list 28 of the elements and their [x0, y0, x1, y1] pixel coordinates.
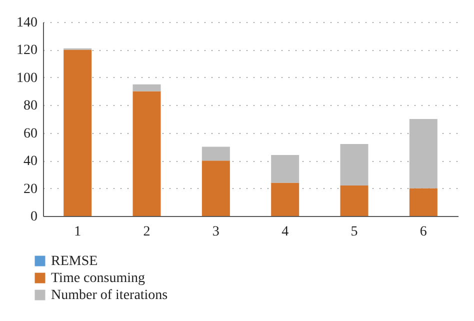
y-tick-label: 60: [24, 126, 38, 142]
bar: [409, 119, 438, 188]
y-tick-label: 140: [16, 16, 38, 30]
legend-label: Number of iterations: [51, 288, 168, 303]
x-tick-label: 5: [350, 224, 358, 240]
y-tick-label: 80: [24, 98, 38, 114]
y-tick-label: 40: [24, 154, 38, 170]
legend-label: Time consuming: [51, 271, 145, 286]
bar: [409, 188, 438, 216]
bar: [132, 84, 161, 92]
legend-label: REMSE: [51, 254, 98, 269]
x-tick-label: 6: [420, 224, 427, 240]
x-tick-label: 2: [143, 224, 150, 240]
bar: [340, 186, 368, 216]
y-tick-label: 0: [30, 210, 38, 224]
bar: [64, 50, 92, 216]
bar: [202, 160, 230, 216]
y-tick-label: 100: [16, 70, 38, 86]
bar: [340, 144, 368, 186]
y-tick-label: 120: [16, 43, 38, 58]
bar: [202, 146, 230, 161]
x-tick-label: 3: [212, 224, 220, 240]
x-tick-label: 4: [282, 224, 289, 240]
y-tick-label: 20: [24, 182, 38, 197]
bar: [271, 182, 300, 216]
bar: [271, 155, 300, 183]
bar: [132, 91, 161, 216]
x-tick-label: 1: [74, 224, 82, 240]
